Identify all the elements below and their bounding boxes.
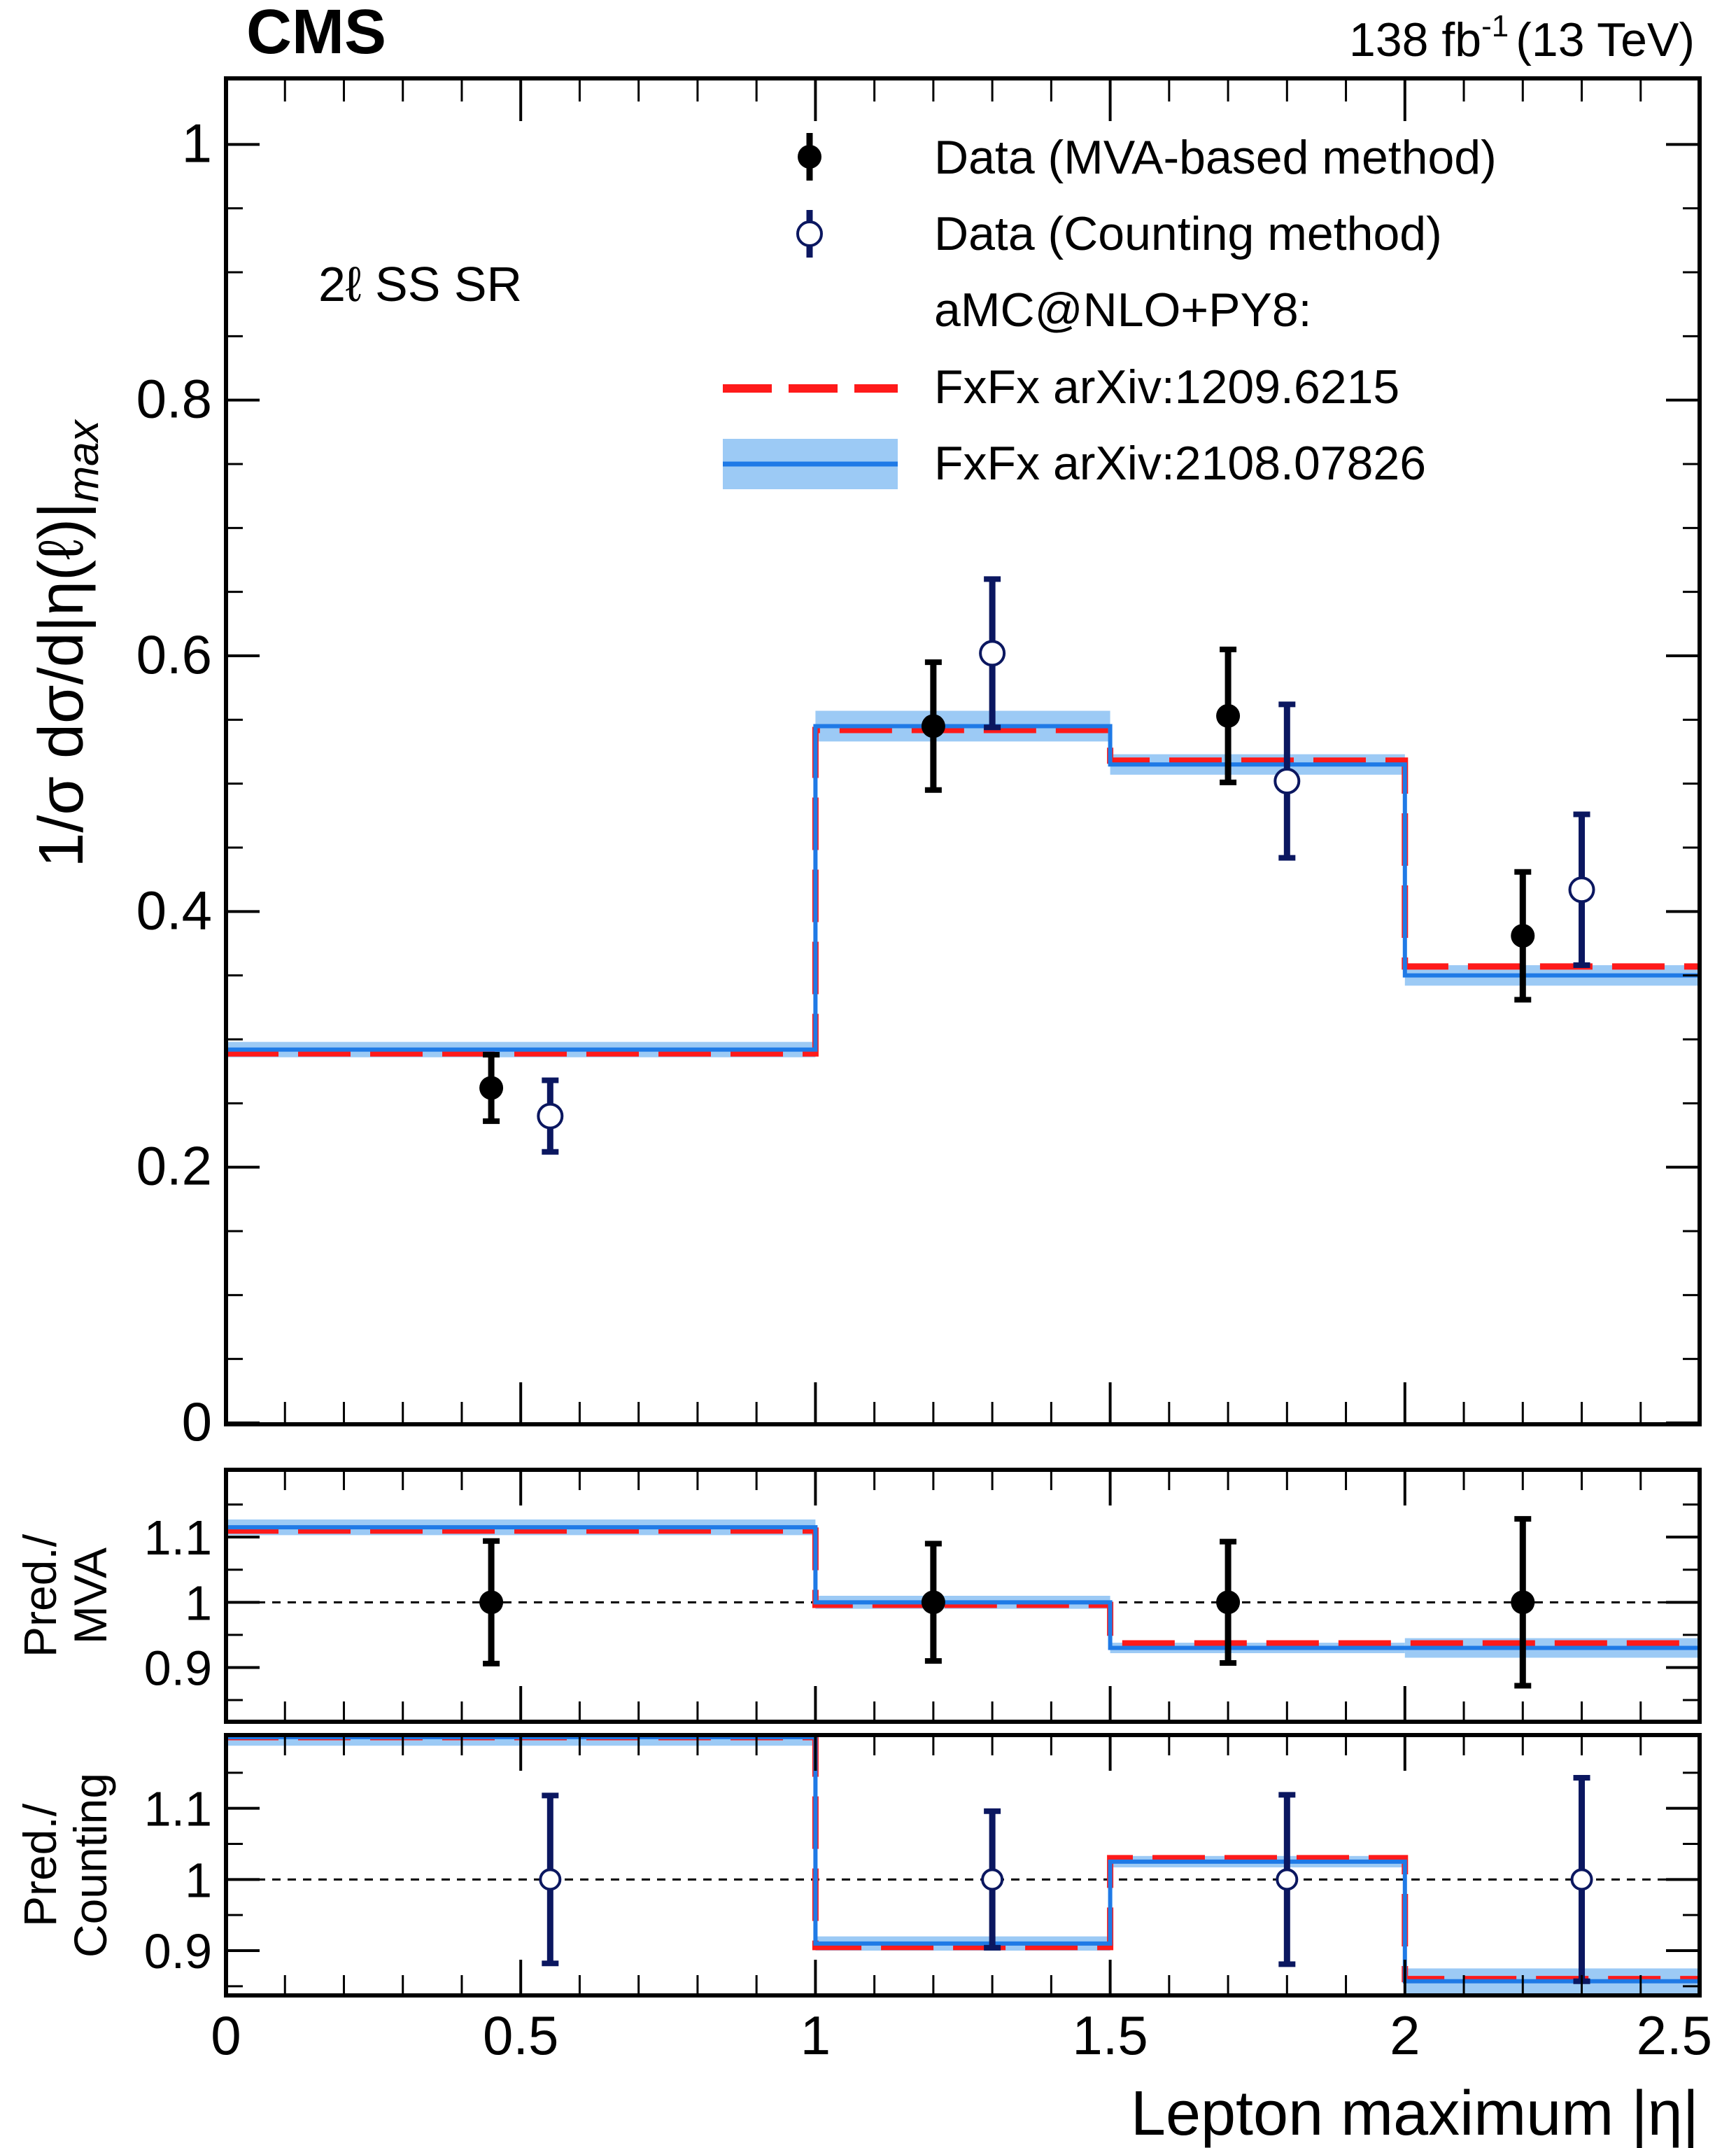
mva-point-marker-1 [479,1590,504,1615]
ratio-counting-y-tick-label-2: 1.1 [144,1782,212,1837]
legend-generator-header: aMC@NLO+PY8: [934,283,1312,337]
x-tick-label-0: 0 [211,2005,241,2066]
ratio-mva-clipped-group [226,1516,1700,1689]
ratio-counting-clipped-group [226,1737,1700,1993]
x-tick-label-1: 0.5 [483,2005,558,2066]
legend-counting-marker [796,220,823,247]
ratio-mva-panel: 0.9 1 1.1 Pred./MVA [14,1468,1702,1724]
counting-point-marker-7 [1273,768,1301,795]
ratio-mva-plot-content [226,1516,1700,1689]
ratio-counting-axes: 0.9 1 1.1 [144,1737,1700,1993]
ratio-mva-y-tick-label-0: 0.9 [144,1641,212,1695]
main-plot-content [226,576,1700,1155]
ratio-mva-frame [224,1468,1702,1724]
x-axis-tick-labels: 0 0.5 1 1.5 2 2.5 [211,2005,1712,2066]
luminosity-label: 138 fb-1 (13 TeV) [1349,9,1695,66]
counting-point-marker-8 [1568,876,1595,904]
main-y-tick-label-2: 0.4 [136,879,212,941]
counting-ratio-point-marker-1 [539,1868,562,1891]
ratio-mva-y-axis-title: Pred./MVA [14,1533,116,1657]
legend: Data (MVA-based method) Data (Counting m… [723,131,1497,490]
x-axis-title: Lepton maximum |η| [1131,2079,1699,2148]
ratio-mva-axes: 0.9 1 1.1 [144,1472,1700,1720]
main-y-axis-title: 1/σ dσ/d|η(ℓ)|max [27,419,108,867]
main-fxfx-old-line [226,726,1700,1057]
mva-point-marker-2 [921,714,945,738]
x-tick-label-4: 2 [1390,2005,1420,2066]
ratio-mva-fxfx-new-line [226,1525,1700,1650]
main-frame [224,76,1702,1426]
legend-entry-counting: Data (Counting method) [796,207,1442,260]
mva-point-marker-3 [1216,1590,1241,1615]
x-tick-label-2: 1 [800,2005,831,2066]
legend-fxfx-new-label: FxFx arXiv:2108.07826 [934,437,1426,490]
x-tick-label-3: 1.5 [1072,2005,1148,2066]
main-clipped-group [226,576,1700,1155]
legend-mva-marker [798,145,821,169]
ratio-counting-plot-content [226,1737,1700,1993]
legend-entry-fxfx-new: FxFx arXiv:2108.07826 [723,437,1426,490]
main-y-tick-label-4: 0.8 [136,368,212,430]
main-axes: 0 0.2 0.4 0.6 0.8 1 [136,80,1700,1452]
mva-point-marker-2 [921,1590,945,1615]
ratio-counting-y-tick-label-1: 1 [185,1853,212,1907]
counting-ratio-point-marker-2 [981,1868,1004,1891]
counting-point-marker-6 [979,640,1006,667]
main-y-tick-label-0: 0 [182,1391,212,1452]
mva-point-marker-3 [1216,703,1241,728]
main-y-tick-label-3: 0.6 [136,624,212,685]
experiment-label: CMS [246,0,386,67]
legend-entry-mva: Data (MVA-based method) [798,131,1497,184]
ratio-counting-fxfx-new-line [226,1737,1700,1984]
x-tick-label-5: 2.5 [1637,2005,1712,2066]
counting-point-marker-5 [537,1102,564,1130]
counting-ratio-point-marker-4 [1570,1868,1593,1891]
ratio-counting-y-axis-title: Pred./Counting [14,1773,116,1958]
legend-counting-label: Data (Counting method) [934,207,1442,260]
counting-ratio-point-marker-3 [1276,1868,1299,1891]
mva-point-marker-4 [1511,1590,1535,1615]
legend-fxfx-old-label: FxFx arXiv:1209.6215 [934,360,1399,414]
legend-entry-fxfx-old: FxFx arXiv:1209.6215 [723,360,1399,414]
mva-point-marker-4 [1511,924,1535,948]
ratio-counting-panel: 0.9 1 1.1 Pred./Counting [14,1733,1702,1998]
main-y-tick-label-5: 1 [182,112,212,174]
ratio-mva-y-tick-label-2: 1.1 [144,1510,212,1565]
legend-mva-label: Data (MVA-based method) [934,131,1497,184]
main-y-tick-label-1: 0.2 [136,1135,212,1197]
mva-point-marker-1 [479,1076,504,1100]
ratio-mva-fxfx-old-line [226,1527,1700,1647]
ratio-mva-y-tick-label-1: 1 [185,1575,212,1630]
main-fxfx-new-line [226,724,1700,1052]
region-label: 2ℓ SS SR [318,257,522,311]
ratio-counting-y-tick-label-0: 0.9 [144,1924,212,1979]
ratio-counting-frame [224,1733,1702,1998]
main-panel: 0 0.2 0.4 0.6 0.8 1 2ℓ SS SR 1/σ dσ/d|η(ℓ)|ma… [27,76,1702,1452]
